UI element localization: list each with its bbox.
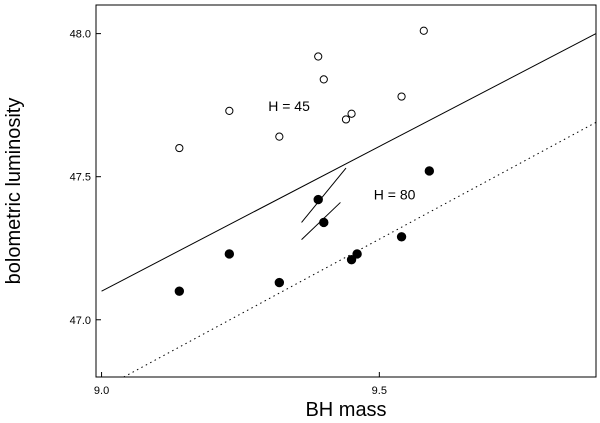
open-point-4 — [319, 75, 328, 84]
annotation-1: H = 80 — [374, 187, 416, 203]
x-axis-title: BH mass — [305, 399, 386, 421]
open-point-2 — [275, 132, 284, 141]
open-point-3 — [314, 52, 323, 61]
filled-point-1 — [224, 249, 235, 259]
annotation-0: H = 45 — [268, 98, 310, 114]
x-tick-label-0: 9.0 — [94, 385, 109, 397]
filled-point-3 — [313, 194, 323, 205]
open-point-6 — [347, 109, 356, 118]
filled-point-6 — [352, 249, 362, 259]
open-point-8 — [419, 26, 428, 35]
filled-point-5 — [346, 254, 357, 265]
y-axis-title: bolometric luminosity — [3, 98, 25, 285]
filled-point-8 — [424, 166, 435, 176]
solid-line-2 — [301, 167, 347, 223]
data-points — [174, 26, 435, 296]
open-point-0 — [175, 143, 184, 153]
filled-point-4 — [319, 217, 329, 228]
annotations: H = 45 H = 80 — [268, 98, 415, 203]
filled-point-2 — [274, 277, 285, 288]
y-tick-label-0: 47.0 — [70, 315, 91, 327]
solid-line-0 — [101, 33, 596, 292]
open-point-7 — [397, 92, 406, 101]
y-tick-label-1: 47.5 — [70, 172, 91, 184]
open-point-5 — [341, 115, 351, 124]
filled-point-7 — [396, 232, 407, 242]
filled-point-0 — [174, 286, 185, 296]
axis-ticks: 9.0 9.5 47.0 47.5 48.0 — [70, 29, 387, 397]
y-tick-label-2: 48.0 — [70, 29, 91, 41]
open-point-1 — [225, 106, 234, 115]
plot-frame — [95, 4, 597, 378]
x-tick-label-1: 9.5 — [372, 385, 387, 397]
